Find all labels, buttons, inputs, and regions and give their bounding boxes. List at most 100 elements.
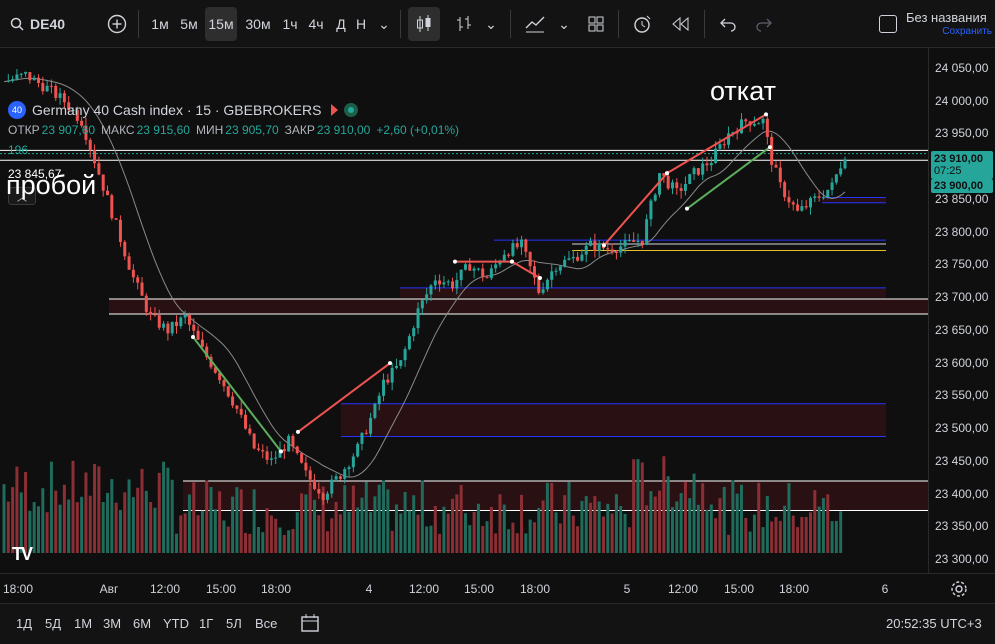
volume-bar xyxy=(84,472,88,553)
volume-bar xyxy=(830,521,834,553)
interval-1-button[interactable]: 5м xyxy=(180,16,198,32)
volume-bar xyxy=(28,510,32,553)
collapse-legend-button[interactable]: ︿ xyxy=(8,187,36,205)
interval-dropdown[interactable]: ⌄ xyxy=(373,7,395,41)
volume-bar xyxy=(722,486,726,553)
volume-bar xyxy=(576,526,580,553)
interval-3-button[interactable]: 30м xyxy=(245,16,271,32)
volume-bar xyxy=(744,517,748,553)
low-value: 23 905,70 xyxy=(225,123,279,137)
volume-bar xyxy=(343,485,347,553)
volume-bar xyxy=(265,508,269,553)
candle-body xyxy=(757,123,761,125)
range-1-button[interactable]: 5Д xyxy=(45,616,62,631)
range-3-button[interactable]: 3М xyxy=(103,616,122,631)
volume-bar xyxy=(627,527,631,553)
candle-body xyxy=(459,269,463,281)
indicators-dropdown[interactable]: ⌄ xyxy=(555,7,573,41)
volume-bar xyxy=(347,511,351,553)
volume-bar xyxy=(170,479,174,553)
candle-body xyxy=(688,174,692,184)
candle-body xyxy=(537,277,541,293)
volume-bar xyxy=(541,500,545,553)
volume-bar xyxy=(192,482,196,553)
replay-button[interactable] xyxy=(666,7,694,41)
volume-bar xyxy=(394,504,398,553)
price-label: 23 450,00 xyxy=(935,453,989,468)
layout-checkbox[interactable] xyxy=(876,7,900,41)
time-label: 12:00 xyxy=(149,582,181,596)
volume-bar xyxy=(796,527,800,553)
range-4-button[interactable]: 6М xyxy=(133,616,152,631)
candle-body xyxy=(252,433,256,449)
volume-bar xyxy=(791,515,795,553)
candle-body xyxy=(701,163,705,175)
range-8-button[interactable]: Все xyxy=(255,616,278,631)
interval-5-button[interactable]: 4ч xyxy=(308,16,324,32)
date-range-button[interactable] xyxy=(300,613,320,638)
candle-body xyxy=(571,256,575,259)
volume-bar xyxy=(187,494,191,553)
redo-button[interactable] xyxy=(750,7,778,41)
candles-chart-type-button[interactable] xyxy=(408,7,440,41)
settings-button[interactable] xyxy=(950,580,968,603)
candle-body xyxy=(32,77,36,81)
candle-body xyxy=(149,311,153,315)
price-chart[interactable] xyxy=(0,48,928,573)
candle-body xyxy=(489,268,493,279)
candle-body xyxy=(800,206,804,211)
volume-bar xyxy=(558,523,562,553)
interval-0-button[interactable]: 1м xyxy=(151,16,169,32)
candle-body xyxy=(75,110,79,121)
symbol-search[interactable]: DE40 xyxy=(6,7,84,41)
candle-body xyxy=(67,102,71,111)
save-status: Сохранить xyxy=(942,26,992,37)
range-7-button[interactable]: 5Л xyxy=(226,616,242,631)
candle-body xyxy=(438,280,442,285)
volume-bar xyxy=(550,482,554,553)
candle-body xyxy=(709,163,713,166)
range-5-button[interactable]: YTD xyxy=(163,616,189,631)
indicators-button[interactable] xyxy=(520,7,550,41)
interval-4-button[interactable]: 1ч xyxy=(282,16,298,32)
candle-body xyxy=(692,168,696,175)
range-6-button[interactable]: 1Г xyxy=(199,616,214,631)
volume-bar xyxy=(373,496,377,553)
candle-body xyxy=(627,240,631,242)
volume-bar xyxy=(321,486,325,553)
volume-bar xyxy=(683,481,687,553)
volume-bar xyxy=(106,492,110,553)
candle-body xyxy=(576,256,580,261)
time-axis[interactable]: 18:00 Авг 12:00 15:00 18:00 4 12:00 15:00 18:00 5… xyxy=(0,573,995,603)
candle-body xyxy=(589,240,593,246)
volume-bar xyxy=(463,513,467,553)
volume-bar xyxy=(808,512,812,553)
clock[interactable]: 20:52:35 UTC+3 xyxy=(886,616,982,631)
add-symbol-button[interactable] xyxy=(103,7,131,41)
volume-bar xyxy=(653,496,657,553)
alert-button[interactable] xyxy=(628,7,656,41)
undo-button[interactable] xyxy=(714,7,742,41)
volume-bar xyxy=(24,472,28,553)
range-0-button[interactable]: 1Д xyxy=(16,616,33,631)
candle-body xyxy=(308,470,312,480)
time-label: 18:00 xyxy=(260,582,292,596)
interval-2-button[interactable]: 15м xyxy=(205,7,237,41)
volume-bar xyxy=(278,527,282,553)
interval-6-button[interactable]: Д xyxy=(336,16,346,32)
time-label: 18:00 xyxy=(778,582,810,596)
candle-body xyxy=(541,289,545,293)
interval-7-button[interactable]: Н xyxy=(355,16,367,32)
bars-chart-type-button[interactable] xyxy=(450,7,478,41)
chart-pane[interactable]: 40 Germany 40 Cash index · 15 · GBEBROKE… xyxy=(0,48,928,573)
layout-name-block[interactable]: Без названия Сохранить xyxy=(906,10,992,37)
candle-body xyxy=(157,315,161,328)
candle-body xyxy=(37,77,41,83)
volume-bar xyxy=(584,496,588,553)
range-2-button[interactable]: 1М xyxy=(74,616,93,631)
chart-type-dropdown[interactable]: ⌄ xyxy=(482,7,500,41)
volume-bar xyxy=(37,506,41,553)
candle-body xyxy=(19,73,23,75)
layouts-button[interactable] xyxy=(582,7,610,41)
